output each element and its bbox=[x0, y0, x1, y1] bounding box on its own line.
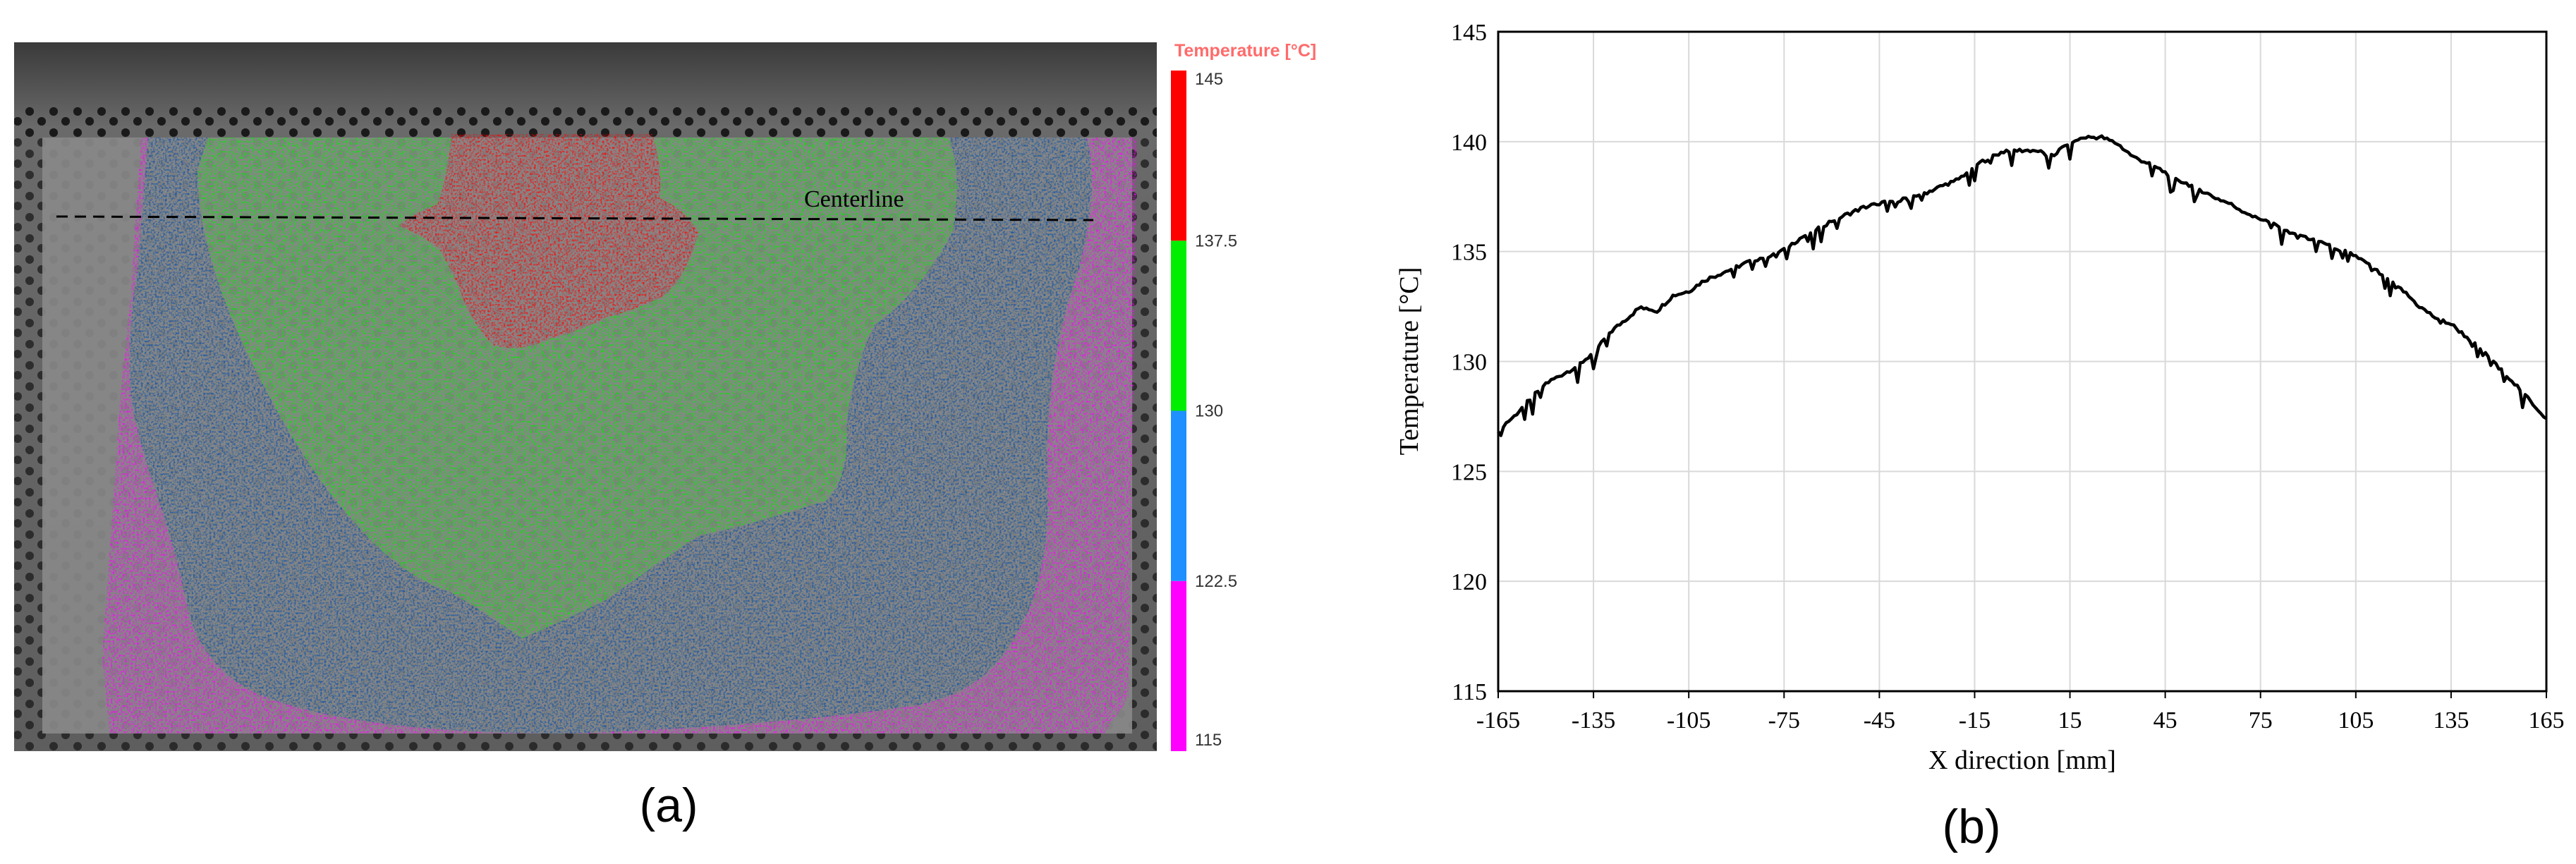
x-tick-label: -75 bbox=[1768, 707, 1800, 734]
colorbar-band-3 bbox=[1171, 71, 1186, 241]
y-tick-labels: 115 120 125 130 135 140 145 bbox=[1451, 20, 1487, 705]
colorbar-band-2 bbox=[1171, 241, 1186, 411]
red-region bbox=[399, 134, 698, 348]
y-tick-label: 130 bbox=[1451, 350, 1487, 376]
colorbar-bands bbox=[1171, 71, 1186, 751]
x-tick-labels: -165 -135 -105 -75 -45 -15 15 45 75 105 135 165 bbox=[1476, 691, 2565, 734]
y-tick-label: 135 bbox=[1451, 240, 1487, 266]
temperature-series-line bbox=[1497, 134, 2548, 437]
y-tick-label: 145 bbox=[1451, 20, 1487, 46]
x-tick-label: -15 bbox=[1959, 707, 1991, 734]
y-tick-label: 115 bbox=[1452, 679, 1487, 705]
x-tick-label: 165 bbox=[2529, 707, 2565, 734]
colorbar-band-0 bbox=[1171, 580, 1186, 751]
y-tick-label: 140 bbox=[1451, 130, 1487, 156]
colorbar-band-1 bbox=[1171, 410, 1186, 581]
speckle-top-band bbox=[14, 106, 1157, 138]
x-tick-label: 45 bbox=[2153, 707, 2177, 734]
colorbar-tick-label: 115 bbox=[1195, 731, 1222, 750]
x-tick-label: -135 bbox=[1572, 707, 1615, 734]
x-tick-label: 105 bbox=[2338, 707, 2374, 734]
centerline bbox=[56, 215, 1094, 221]
colorbar-ticks: 115 122.5 130 137.5 145 bbox=[1195, 70, 1237, 750]
thermal-field bbox=[102, 134, 1137, 734]
colorbar-tick-label: 137.5 bbox=[1195, 231, 1237, 250]
panel-b-line-chart: -165 -135 -105 -75 -45 -15 15 45 75 105 135 165 115… bbox=[1395, 20, 2565, 853]
colorbar-title: Temperature [°C] bbox=[1174, 41, 1316, 61]
x-tick-label: -105 bbox=[1667, 707, 1711, 734]
colorbar-tick-label: 122.5 bbox=[1195, 572, 1237, 591]
grid bbox=[1497, 31, 2547, 692]
panel-b-caption: (b) bbox=[1942, 800, 2000, 853]
panel-a-temperature-map: Centerline Temperature [°C] 115122.51301… bbox=[14, 41, 1316, 832]
panel-a-caption: (a) bbox=[639, 779, 698, 832]
y-tick-label: 120 bbox=[1451, 569, 1487, 595]
y-tick-label: 125 bbox=[1451, 459, 1487, 485]
colorbar-tick-label: 145 bbox=[1195, 70, 1223, 89]
x-tick-label: 15 bbox=[2058, 707, 2082, 734]
green-region bbox=[198, 138, 957, 638]
x-tick-label: -165 bbox=[1476, 707, 1520, 734]
x-tick-label: -45 bbox=[1864, 707, 1895, 734]
colorbar: Temperature [°C] 115 122.5 130 137.5 145 bbox=[1171, 41, 1316, 751]
y-axis-label: Temperature [°C] bbox=[1395, 267, 1424, 456]
x-tick-label: 135 bbox=[2433, 707, 2469, 734]
x-axis-label: X direction [mm] bbox=[1928, 746, 2116, 775]
colorbar-tick-label: 130 bbox=[1195, 402, 1223, 421]
plot-frame bbox=[1497, 30, 2548, 693]
centerline-label: Centerline bbox=[804, 186, 904, 212]
x-tick-label: 75 bbox=[2249, 707, 2273, 734]
